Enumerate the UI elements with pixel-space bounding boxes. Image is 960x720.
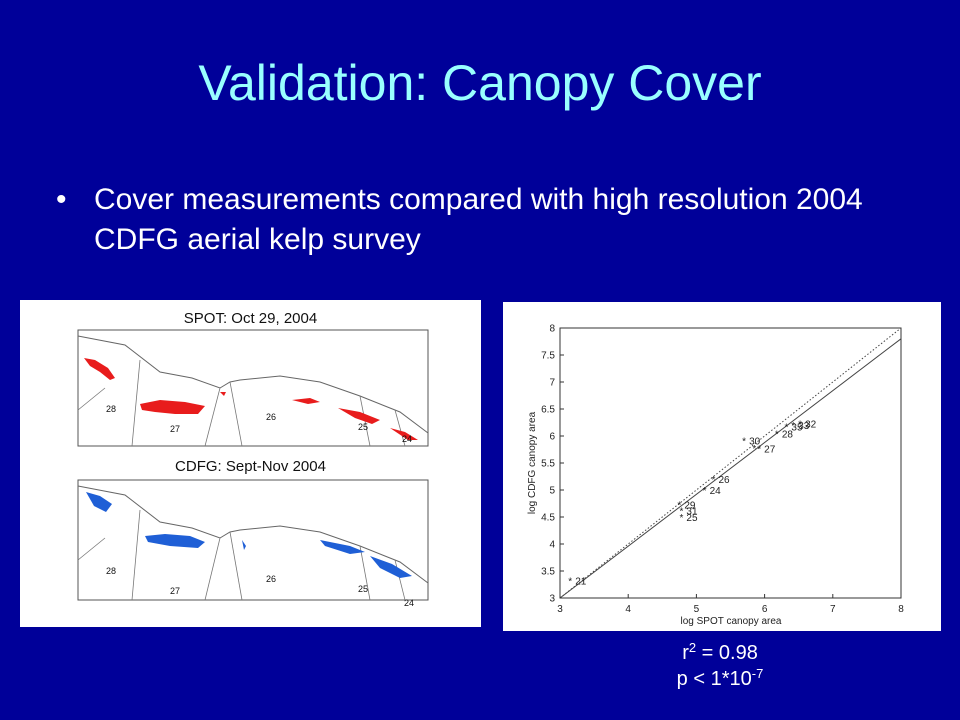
data-point-label: 27 <box>764 444 776 455</box>
y-tick-label: 3.5 <box>541 567 555 578</box>
bullet-text: Cover measurements compared with high re… <box>94 183 863 256</box>
data-point-label: 29 <box>684 501 696 512</box>
data-point-marker: * <box>679 513 683 524</box>
slide-title: Validation: Canopy Cover <box>198 55 762 111</box>
y-tick-label: 8 <box>549 324 555 335</box>
cdfg-map: 28 27 26 25 24 <box>77 479 429 608</box>
y-tick-label: 6.5 <box>541 405 555 416</box>
data-point-label: 21 <box>575 577 587 588</box>
y-tick-label: 5.5 <box>541 459 555 470</box>
x-tick-label: 7 <box>830 604 836 615</box>
y-tick-label: 7.5 <box>541 351 555 362</box>
x-axis-ticks: 3 4 5 6 7 8 <box>557 594 904 615</box>
data-point-marker: * <box>757 444 761 455</box>
spot-map-caption: SPOT: Oct 29, 2004 <box>183 310 318 327</box>
x-axis-label: log SPOT canopy area <box>681 616 782 627</box>
spot-zone-26: 26 <box>266 412 276 422</box>
data-point-marker: * <box>703 486 707 497</box>
data-point-label: 28 <box>782 429 794 440</box>
data-point-marker: * <box>679 507 683 518</box>
fit-lines <box>559 327 902 599</box>
data-point-label: 25 <box>686 513 698 524</box>
scatter-points: * 21* 29* 31* 25* 24* 26* 30* 27** 28* 35* 32* 33 <box>568 420 816 588</box>
data-point-label: 33 <box>798 421 810 432</box>
data-point-marker: * <box>568 577 572 588</box>
bullet-dot-icon: • <box>56 183 67 216</box>
spot-zone-28: 28 <box>106 404 116 414</box>
kelp-maps-svg: 28 27 26 25 24 28 27 26 <box>77 329 429 608</box>
spot-zone-24: 24 <box>402 434 412 444</box>
cdfg-zone-25: 25 <box>358 584 368 594</box>
x-tick-label: 4 <box>625 604 631 615</box>
data-point-marker: * <box>752 444 756 455</box>
data-point-marker: * <box>798 420 802 431</box>
data-point-label: 30 <box>749 436 761 447</box>
x-tick-label: 6 <box>762 604 768 615</box>
line-one-to-one <box>559 327 902 599</box>
r-squared-line: r2 = 0.98 <box>682 640 758 664</box>
p-value-line: p < 1*10-7 <box>676 666 764 690</box>
spot-map: 28 27 26 25 24 <box>77 329 429 447</box>
data-point-marker: * <box>784 422 788 433</box>
x-tick-label: 8 <box>898 604 904 615</box>
cdfg-zone-24: 24 <box>404 598 414 608</box>
data-point-label: 35 <box>791 422 803 433</box>
data-point-marker: * <box>711 475 715 486</box>
data-point-marker: * <box>742 436 746 447</box>
y-tick-label: 3 <box>549 594 555 605</box>
fit-statistics: r2 = 0.98 p < 1*10-7 <box>600 640 840 692</box>
y-tick-label: 6 <box>549 432 555 443</box>
y-tick-label: 4 <box>549 540 555 551</box>
line-fit <box>559 338 902 599</box>
y-tick-label: 4.5 <box>541 513 555 524</box>
data-point-label: 26 <box>718 475 730 486</box>
spot-kelp-patches <box>84 358 418 440</box>
x-tick-label: 3 <box>557 604 563 615</box>
y-axis-ticks: 3 3.5 4 4.5 5 5.5 6 6.5 7 7.5 8 <box>541 324 564 605</box>
x-tick-label: 5 <box>694 604 700 615</box>
data-point-label: 32 <box>805 420 817 431</box>
y-axis-label: log CDFG canopy area <box>527 411 538 514</box>
data-point-marker: * <box>775 429 779 440</box>
spot-zone-25: 25 <box>358 422 368 432</box>
spot-zone-27: 27 <box>170 424 180 434</box>
data-point-marker: * <box>677 501 681 512</box>
cdfg-zone-28: 28 <box>106 566 116 576</box>
kelp-map-panel: SPOT: Oct 29, 2004 CDFG: Sept-Nov 2004 2… <box>20 300 481 627</box>
data-point-label: 31 <box>686 507 698 518</box>
y-tick-label: 7 <box>549 378 555 389</box>
y-tick-label: 5 <box>549 486 555 497</box>
cdfg-zone-26: 26 <box>266 574 276 584</box>
cdfg-map-caption: CDFG: Sept-Nov 2004 <box>175 458 326 475</box>
data-point-label: 24 <box>710 486 722 497</box>
cdfg-kelp-patches <box>86 492 412 578</box>
bullet-item: • Cover measurements compared with high … <box>56 180 916 260</box>
data-point-marker: * <box>791 421 795 432</box>
cdfg-zone-27: 27 <box>170 586 180 596</box>
